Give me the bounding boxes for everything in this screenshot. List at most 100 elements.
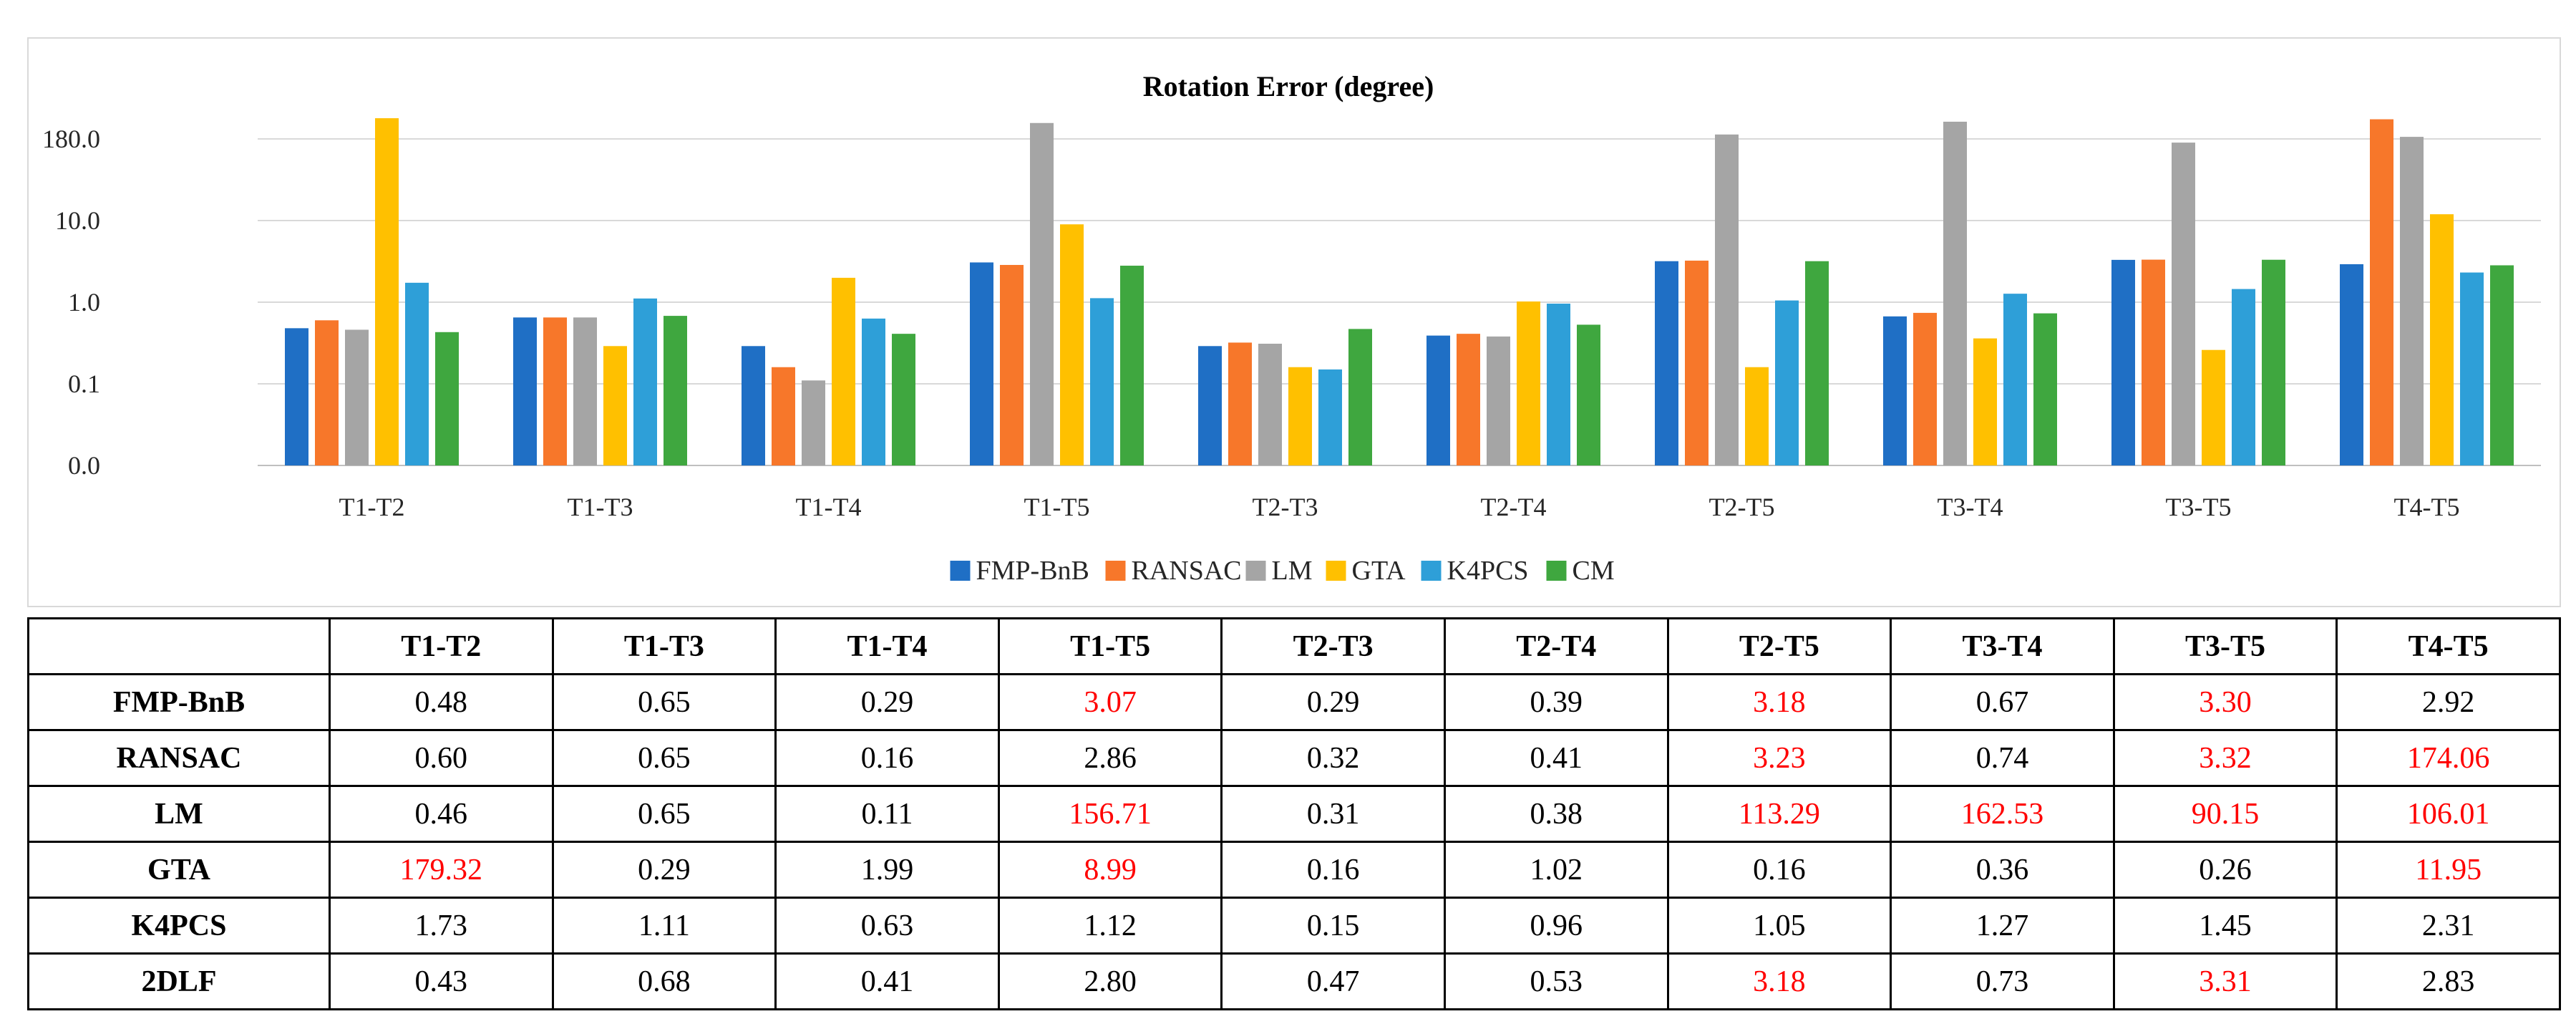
legend-label-k4pcs: K4PCS: [1447, 556, 1529, 586]
rotation-error-chart: Rotation Error (degree) 0.0 0.1 1.0 10.0 180…: [42, 70, 2541, 586]
bar-fmp-bnb-t3-t5: [2111, 259, 2135, 465]
bar-lm-t1-t5: [1030, 122, 1054, 465]
bar-ransac-t3-t5: [2142, 259, 2165, 465]
legend-swatch-gta: [1326, 561, 1346, 581]
bar-cm-t3-t4: [2033, 313, 2057, 465]
table-cell: 0.67: [1890, 673, 2115, 731]
bar-k4pcs-t1-t3: [633, 298, 657, 465]
bar-k4pcs-t1-t4: [862, 318, 885, 465]
table-cell: 2.86: [997, 729, 1223, 787]
table-cell: 0.16: [774, 729, 1000, 787]
bar-k4pcs-t3-t4: [2003, 294, 2027, 465]
gridlines: [258, 138, 2541, 466]
table-cell: 0.32: [1220, 729, 1446, 787]
bar-ransac-t1-t5: [1000, 264, 1024, 465]
column-header: T2-T4: [1443, 617, 1669, 675]
bar-ransac-t1-t2: [315, 320, 339, 465]
table-cell: 0.63: [774, 897, 1000, 955]
table-cell: 3.31: [2112, 952, 2338, 1010]
bar-gta-t3-t4: [1973, 338, 1997, 465]
column-header: T1-T3: [551, 617, 777, 675]
legend: FMP-BnB RANSAC LM GTA K4PCS CM: [950, 556, 1615, 586]
bar-lm-t1-t3: [573, 317, 597, 465]
bar-cm-t2-t3: [1348, 329, 1372, 465]
row-header: GTA: [27, 841, 331, 899]
x-category-label: T1-T4: [796, 493, 862, 521]
table-cell: 0.29: [1220, 673, 1446, 731]
legend-label-cm: CM: [1573, 556, 1615, 586]
table-cell: 106.01: [2336, 785, 2561, 843]
column-header: T4-T5: [2336, 617, 2561, 675]
table-cell: 3.23: [1666, 729, 1892, 787]
bar-k4pcs-t4-t5: [2460, 272, 2484, 465]
row-header: RANSAC: [27, 729, 331, 787]
x-category-label: T1-T5: [1024, 493, 1090, 521]
legend-swatch-cm: [1546, 561, 1567, 581]
table-row: RANSAC 0.60 0.65 0.16 2.86 0.32 0.41 3.23 0.74 3.…: [27, 729, 2561, 787]
column-header: T2-T5: [1666, 617, 1892, 675]
table-cell: 0.74: [1890, 729, 2115, 787]
table-cell: 1.12: [997, 897, 1223, 955]
legend-swatch-k4pcs: [1421, 561, 1442, 581]
table-cell: 0.60: [329, 729, 554, 787]
bar-cm-t1-t5: [1120, 266, 1144, 465]
bar-cm-t1-t2: [435, 332, 459, 465]
bar-ransac-t1-t4: [772, 367, 795, 465]
table-cell: 0.31: [1220, 785, 1446, 843]
row-header: K4PCS: [27, 897, 331, 955]
bar-cm-t1-t4: [892, 334, 915, 465]
table-cell: 0.48: [329, 673, 554, 731]
legend-label-gta: GTA: [1352, 556, 1406, 586]
table-cell: 0.96: [1443, 897, 1669, 955]
column-header: T1-T5: [997, 617, 1223, 675]
bar-cm-t2-t5: [1805, 261, 1829, 465]
bar-k4pcs-t2-t4: [1547, 304, 1570, 465]
table-cell: 90.15: [2112, 785, 2338, 843]
table-cell: 2.83: [2336, 952, 2561, 1010]
bar-lm-t2-t3: [1258, 343, 1282, 465]
table-cell: 3.30: [2112, 673, 2338, 731]
table-cell: 1.45: [2112, 897, 2338, 955]
table-cell: 162.53: [1890, 785, 2115, 843]
table-cell: 1.27: [1890, 897, 2115, 955]
bar-ransac-t2-t4: [1457, 334, 1480, 465]
table-row: GTA 179.32 0.29 1.99 8.99 0.16 1.02 0.16 0.36 0.2…: [27, 841, 2561, 899]
table-cell: 11.95: [2336, 841, 2561, 899]
bar-ransac-t3-t4: [1913, 312, 1937, 465]
bar-k4pcs-t1-t5: [1090, 298, 1114, 465]
legend-swatch-fmp-bnb: [950, 561, 971, 581]
table-cell: 156.71: [997, 785, 1223, 843]
chart-panel: Rotation Error (degree) 0.0 0.1 1.0 10.0 180…: [27, 37, 2561, 607]
bar-fmp-bnb-t1-t5: [970, 262, 993, 465]
table-cell: 0.11: [774, 785, 1000, 843]
table-cell: 113.29: [1666, 785, 1892, 843]
table-cell: 0.46: [329, 785, 554, 843]
y-tick-label: 10.0: [55, 206, 100, 235]
table-cell: 0.16: [1666, 841, 1892, 899]
bar-gta-t2-t3: [1288, 367, 1312, 465]
bar-cm-t3-t5: [2262, 259, 2285, 465]
table-cell: 2.92: [2336, 673, 2561, 731]
bar-ransac-t2-t5: [1685, 260, 1709, 465]
bar-gta-t4-t5: [2430, 214, 2454, 465]
chart-title: Rotation Error (degree): [1143, 70, 1434, 102]
table-cell: 0.41: [1443, 729, 1669, 787]
bar-cm-t1-t3: [664, 316, 687, 465]
bar-gta-t1-t5: [1060, 224, 1084, 465]
legend-swatch-ransac: [1105, 561, 1126, 581]
bar-lm-t4-t5: [2400, 137, 2424, 465]
bar-gta-t1-t4: [832, 277, 855, 465]
column-header: T1-T4: [774, 617, 1000, 675]
y-tick-label: 180.0: [42, 125, 100, 153]
table-cell: 0.68: [551, 952, 777, 1010]
table-cell: 1.99: [774, 841, 1000, 899]
table-cell: 8.99: [997, 841, 1223, 899]
x-category-label: T1-T3: [568, 493, 633, 521]
column-header: T3-T4: [1890, 617, 2115, 675]
bar-ransac-t4-t5: [2370, 119, 2393, 466]
table-cell: 0.41: [774, 952, 1000, 1010]
table-row: K4PCS 1.73 1.11 0.63 1.12 0.15 0.96 1.05 1.27 1.4…: [27, 897, 2561, 955]
row-header: LM: [27, 785, 331, 843]
bar-cm-t4-t5: [2490, 265, 2514, 465]
bar-fmp-bnb-t1-t2: [285, 328, 308, 465]
